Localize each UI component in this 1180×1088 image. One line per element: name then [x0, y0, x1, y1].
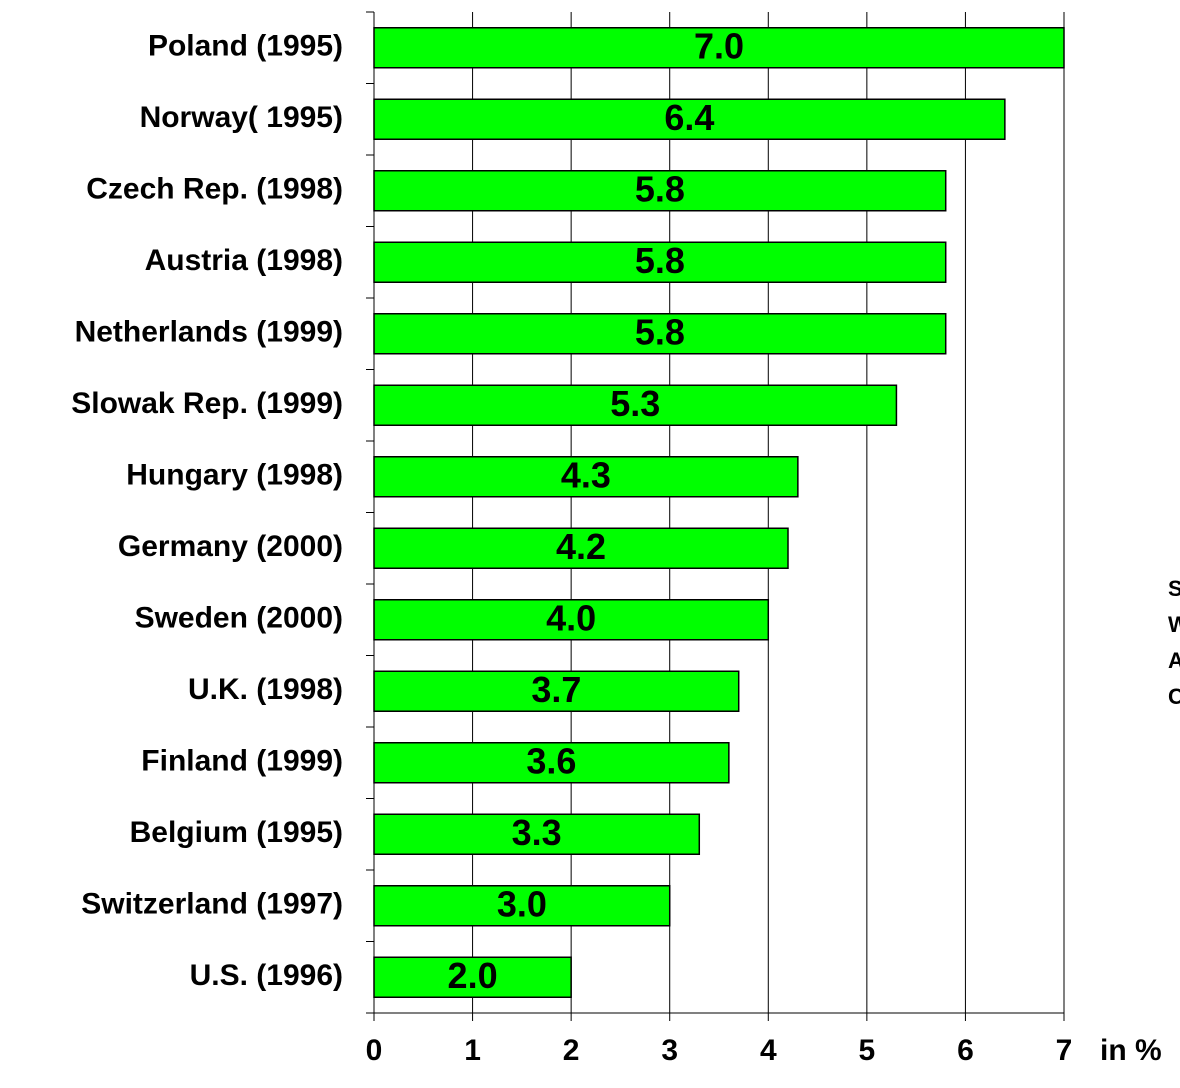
data-label: 5.3	[610, 383, 660, 424]
data-label: 5.8	[635, 311, 685, 352]
bar	[373, 956, 572, 998]
bar	[373, 670, 740, 712]
x-tick-label: 1	[464, 1034, 481, 1067]
y-tick-label: Sweden (2000)	[135, 602, 343, 635]
x-tick-label: 5	[859, 1034, 876, 1067]
x-tick-label: 7	[1056, 1034, 1073, 1067]
bar	[373, 241, 947, 283]
side-note: A	[1168, 648, 1180, 673]
side-note: S	[1168, 576, 1180, 601]
data-label: 3.7	[531, 669, 581, 710]
bar	[373, 98, 1006, 140]
bar	[373, 384, 898, 426]
x-axis-label: in %	[1100, 1034, 1162, 1067]
y-tick-label: Finland (1999)	[141, 745, 343, 778]
x-tick-label: 0	[366, 1034, 383, 1067]
data-label: 4.0	[546, 597, 596, 638]
bar	[373, 313, 947, 355]
bar	[373, 456, 799, 498]
bar	[373, 885, 671, 927]
y-tick-label: Belgium (1995)	[130, 816, 343, 849]
y-tick-label: Norway( 1995)	[140, 101, 343, 134]
y-tick-label: Switzerland (1997)	[81, 888, 343, 921]
bar	[373, 742, 730, 784]
y-tick-label: Germany (2000)	[118, 530, 343, 563]
side-note: C	[1168, 684, 1180, 709]
y-tick-label: Austria (1998)	[145, 244, 343, 277]
data-label: 3.6	[526, 740, 576, 781]
bar	[373, 813, 701, 855]
y-tick-label: Netherlands (1999)	[75, 316, 343, 349]
data-label: 5.8	[635, 240, 685, 281]
bar	[373, 599, 770, 641]
bar	[373, 527, 789, 569]
data-label: 3.3	[512, 812, 562, 853]
x-tick-label: 3	[661, 1034, 678, 1067]
x-tick-label: 4	[760, 1034, 777, 1067]
data-label: 5.8	[635, 168, 685, 209]
x-tick-label: 6	[957, 1034, 974, 1067]
x-tick-label: 2	[563, 1034, 580, 1067]
data-label: 6.4	[664, 97, 714, 138]
y-tick-label: Czech Rep. (1998)	[86, 173, 343, 206]
data-label: 4.3	[561, 454, 611, 495]
y-tick-label: U.K. (1998)	[188, 673, 343, 706]
data-label: 4.2	[556, 526, 606, 567]
data-label: 3.0	[497, 883, 547, 924]
data-label: 2.0	[448, 955, 498, 996]
bar	[373, 27, 1065, 69]
side-note: W	[1168, 612, 1180, 637]
bar	[373, 170, 947, 212]
data-label: 7.0	[694, 25, 744, 66]
y-tick-label: Hungary (1998)	[126, 459, 343, 492]
y-tick-label: Slowak Rep. (1999)	[71, 387, 343, 420]
y-tick-label: Poland (1995)	[148, 30, 343, 63]
y-tick-label: U.S. (1996)	[190, 959, 343, 992]
